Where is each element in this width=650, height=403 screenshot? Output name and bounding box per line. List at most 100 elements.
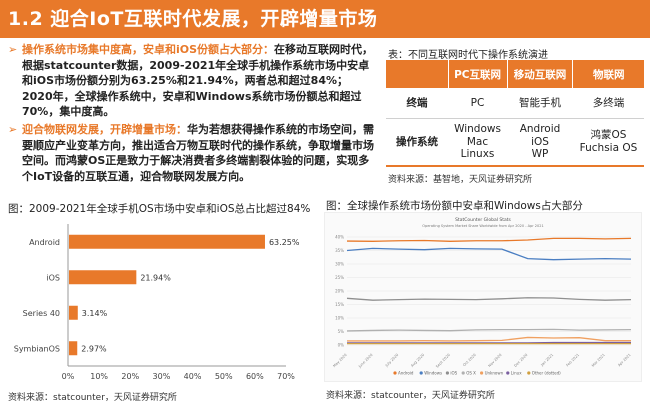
bar-x-tick-label: 30% (153, 372, 171, 381)
legend-marker (445, 371, 449, 375)
table-header-mobile: 移动互联网 (507, 60, 574, 88)
bar-chart-source: 资料来源：statcounter，天风证券研究所 (8, 393, 177, 403)
bar-value-label: 21.94% (140, 273, 171, 282)
line-x-tick-label: Jan 2021 (540, 353, 555, 368)
line-y-tick-label: 5% (338, 329, 345, 334)
line-x-tick-label: Mar 2021 (591, 353, 606, 368)
line-x-tick-label: Nov 2020 (488, 352, 504, 368)
bullet-item: ➢ 迎合物联网发展，开辟增量市场：华为若想获得操作系统的市场空间，需要顺应产业变… (6, 122, 378, 184)
bar-chart: 0% 10% 20% 30% 40% 50% 60% 70% Android 63.25% iOS 2… (10, 220, 322, 388)
line-series (346, 297, 632, 301)
os-evolution-table: PC互联网 移动互联网 物联网 终端 PC 智能手机 多终端 操作系统 Wind… (386, 60, 644, 167)
line-y-tick-label: 10% (335, 316, 344, 321)
row-label: 操作系统 (386, 118, 448, 167)
cell-line: Windows (454, 123, 501, 135)
legend-marker (527, 371, 531, 375)
table-cell: 鸿蒙OS Fuchsia OS (572, 118, 644, 167)
line-y-tick-label: 15% (335, 302, 344, 307)
bullet-item: ➢ 操作系统市场集中度高，安卓和iOS份额占大部分：在移动互联网时代，根据sta… (6, 42, 378, 120)
line-y-tick-label: 35% (335, 248, 344, 253)
row-label: 终端 (386, 88, 448, 119)
legend-marker (480, 371, 484, 375)
bullet-body: 在移动互联网时代，根据statcounter数据，2009-2021年全球手机操… (22, 43, 374, 119)
bar-chart-svg: 0% 10% 20% 30% 40% 50% 60% 70% Android 63.25% iOS 2… (14, 224, 300, 381)
line-y-tick-label: 25% (335, 275, 344, 280)
bar-category-label: SymbianOS (14, 344, 60, 353)
bullet-heading: 操作系统市场集中度高，安卓和iOS份额占大部分： (22, 43, 275, 56)
line-x-tick-label: June 2020 (357, 352, 374, 369)
line-x-tick-label: Oct 2020 (462, 352, 477, 367)
bar-x-tick-label: 70% (277, 372, 295, 381)
table-header-pc: PC互联网 (448, 60, 508, 88)
bar-x-tick-label: 50% (215, 372, 233, 381)
cell-line: Fuchsia OS (579, 141, 638, 154)
legend-label: OS X (466, 371, 476, 376)
legend-marker (419, 371, 423, 375)
cell-line: WP (531, 148, 549, 160)
bar-value-label: 2.97% (81, 344, 107, 353)
line-x-tick-label: July 2020 (384, 352, 400, 368)
table-header-empty (386, 60, 449, 88)
bullet-body: 华为若想获得操作系统的市场空间，需要顺应产业变革方向，推出适合万物互联时代的操作… (22, 122, 374, 183)
legend-label: iOS (450, 371, 457, 376)
arrow-bullet-icon: ➢ (8, 43, 18, 56)
line-chart-title: StatCounter Global Stats (455, 217, 511, 223)
legend-marker (461, 371, 465, 375)
table-cell: Android iOS WP (507, 118, 573, 167)
bar-category-label: Android (29, 238, 60, 247)
table-caption: 表：不同互联网时代下操作系统演进 (388, 50, 548, 61)
line-series (347, 336, 631, 342)
legend-label: Other (dotted) (532, 371, 561, 376)
line-chart-caption: 图：全球操作系统市场份额中安卓和Windows占大部分 (326, 200, 583, 212)
table-cell: PC (448, 88, 508, 119)
cell-line: Mac (466, 135, 489, 148)
table-cell: Windows Mac Linuxs (448, 118, 508, 167)
arrow-bullet-icon: ➢ (8, 122, 18, 136)
line-x-tick-label: Dec 2020 (513, 352, 529, 368)
bar (69, 234, 265, 249)
line-y-tick-label: 40% (335, 235, 344, 240)
bar-chart-caption: 图：2009-2021年全球手机OS市场中安卓和iOS总占比超过84% (8, 203, 311, 215)
bar-x-tick-label: 60% (246, 372, 264, 381)
bar (69, 341, 78, 356)
bar-category-label: Series 40 (23, 309, 60, 318)
line-y-tick-label: 20% (335, 289, 344, 294)
cell-line: iOS (531, 135, 549, 148)
table-header-iot: 物联网 (572, 60, 644, 88)
line-chart-subtitle: Operating System Market Share Worldwide … (422, 224, 543, 228)
bar-x-tick-label: 20% (121, 372, 139, 381)
line-x-tick-label: Apr 2021 (617, 353, 632, 368)
page-title: 1.2 迎合IoT互联时代发展，开辟增量市场 (0, 0, 650, 38)
bar (69, 270, 137, 285)
legend-label: Windows (424, 371, 442, 376)
line-x-tick-label: Sept 2020 (435, 352, 451, 368)
bar-value-label: 3.14% (82, 309, 108, 318)
table-cell: 多终端 (572, 88, 644, 119)
line-x-tick-label: May 2020 (332, 352, 348, 368)
line-y-tick-label: 0% (338, 343, 345, 348)
legend-label: Android (398, 371, 414, 376)
line-x-tick-label: Feb 2021 (565, 353, 580, 368)
legend-label: Linux (511, 371, 522, 376)
cell-line: Linuxs (460, 148, 495, 160)
bar-value-label: 63.25% (269, 238, 300, 247)
cell-line: 鸿蒙OS (590, 129, 627, 142)
line-series (346, 247, 632, 261)
line-series (346, 328, 632, 332)
bar-category-label: iOS (46, 273, 60, 282)
legend-label: Unknown (485, 371, 504, 376)
bar-x-tick-label: 10% (90, 372, 108, 381)
cell-line: Android (519, 123, 561, 135)
bar (69, 305, 78, 320)
table-cell: 智能手机 (507, 88, 573, 119)
line-y-tick-label: 30% (335, 262, 344, 267)
bullet-list: ➢ 操作系统市场集中度高，安卓和iOS份额占大部分：在移动互联网时代，根据sta… (6, 42, 378, 186)
legend-marker (393, 371, 397, 375)
table-source: 资料来源：基智地，天风证券研究所 (388, 175, 533, 185)
line-chart: StatCounter Global Stats Operating System… (324, 212, 642, 382)
bar-x-tick-label: 40% (184, 372, 202, 381)
table-row: 终端 PC 智能手机 多终端 (386, 88, 644, 119)
line-chart-source: 资料来源：statcounter，天风证券研究所 (326, 391, 495, 401)
line-x-tick-label: Aug 2020 (410, 352, 426, 368)
